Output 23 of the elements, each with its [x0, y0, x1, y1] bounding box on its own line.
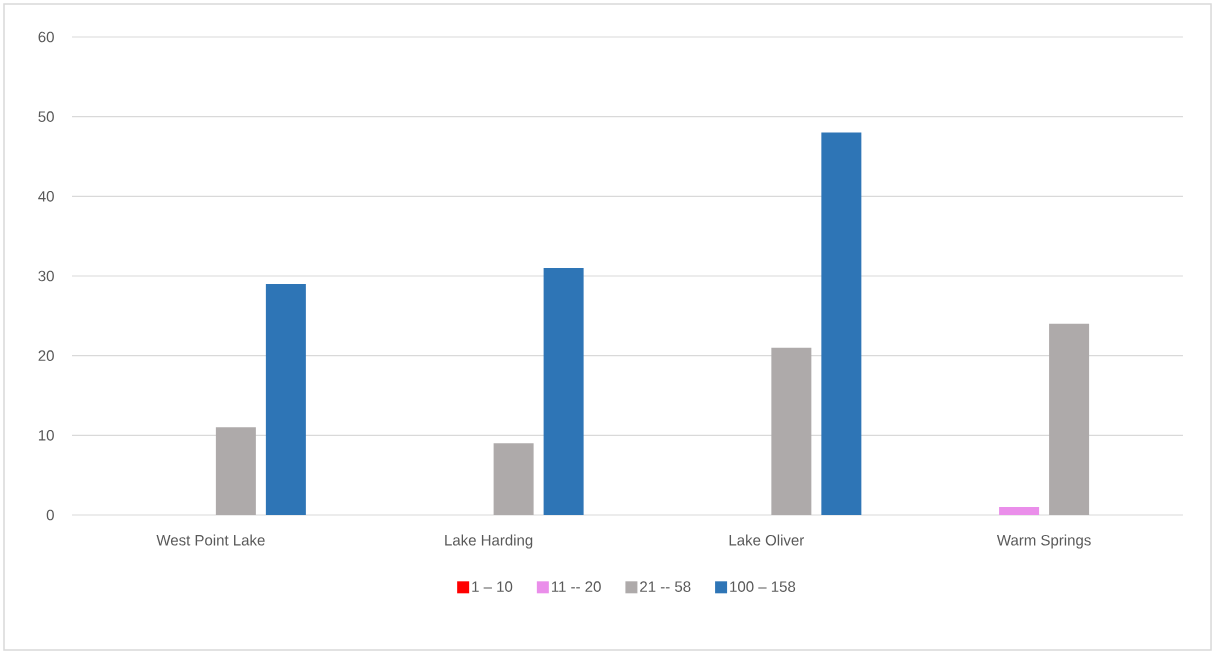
bar: [543, 268, 584, 515]
bar: [265, 283, 306, 515]
x-tick-label: West Point Lake: [156, 534, 265, 546]
y-tick-label: 50: [38, 111, 54, 122]
bar: [999, 507, 1040, 515]
legend-label: 21 -- 58: [640, 581, 691, 592]
bar: [821, 132, 862, 515]
x-tick-label: Lake Oliver: [729, 534, 805, 546]
y-tick-label: 40: [38, 191, 54, 202]
x-tick-label: Lake Harding: [445, 534, 533, 549]
bar: [215, 427, 256, 515]
bar: [771, 347, 812, 515]
y-tick-label: 20: [38, 350, 54, 361]
y-tick-label: 10: [38, 430, 54, 441]
x-tick-label: Warm Springs: [996, 534, 1091, 549]
legend-label: 11 -- 20: [551, 581, 601, 592]
y-tick-label: 0: [46, 509, 54, 521]
legend-label: 100 – 158: [730, 581, 796, 592]
y-tick-label: 30: [38, 270, 54, 282]
legend-label: 1 – 10: [472, 581, 513, 592]
bar: [1049, 323, 1090, 515]
bar: [493, 443, 534, 515]
y-tick-label: 60: [38, 31, 54, 43]
